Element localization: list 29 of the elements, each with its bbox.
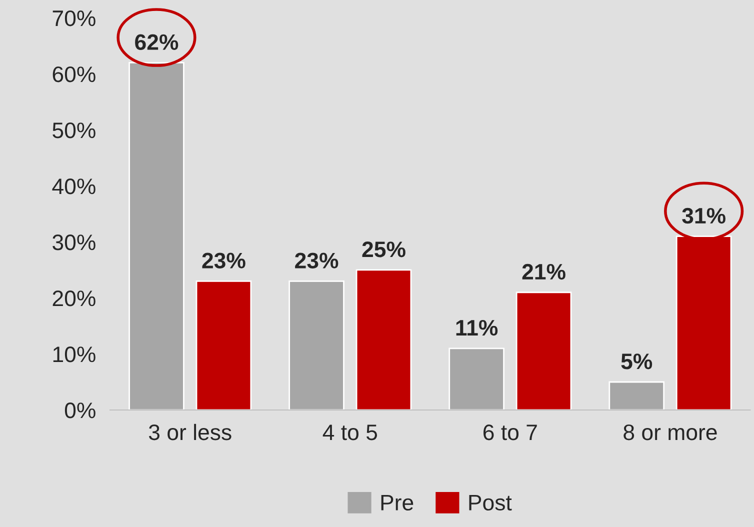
legend-label: Pre — [381, 495, 414, 511]
y-tick-label: 50% — [52, 122, 96, 138]
bar — [288, 280, 344, 410]
bar — [128, 62, 184, 410]
y-tick-label: 20% — [52, 290, 96, 306]
text: 25% — [362, 242, 406, 258]
text: 21% — [522, 264, 566, 280]
text: 11% — [456, 320, 498, 336]
x-tick-label: 8 or more — [624, 424, 717, 440]
y-tick-label: 30% — [52, 234, 96, 250]
text: 31% — [682, 208, 726, 224]
bar — [608, 381, 665, 410]
bar — [516, 292, 572, 410]
y-tick-label: 10% — [53, 346, 96, 362]
y-tick-label: 70% — [52, 10, 96, 26]
text: 5% — [621, 354, 652, 370]
x-tick-label: 3 or less — [148, 424, 232, 440]
legend-label: Post — [469, 495, 512, 511]
bar — [196, 280, 252, 410]
text: 23% — [295, 252, 338, 268]
x-tick-label: 6 to 7 — [484, 424, 537, 440]
text: 23% — [202, 252, 246, 268]
y-tick-label: 0% — [64, 402, 96, 418]
y-tick-label: 60% — [52, 66, 96, 82]
y-tick-label: 40% — [52, 178, 96, 194]
x-tick-label: 4 to 5 — [322, 424, 378, 440]
bar — [448, 348, 504, 410]
bar — [356, 269, 412, 410]
text: 62% — [135, 34, 178, 50]
